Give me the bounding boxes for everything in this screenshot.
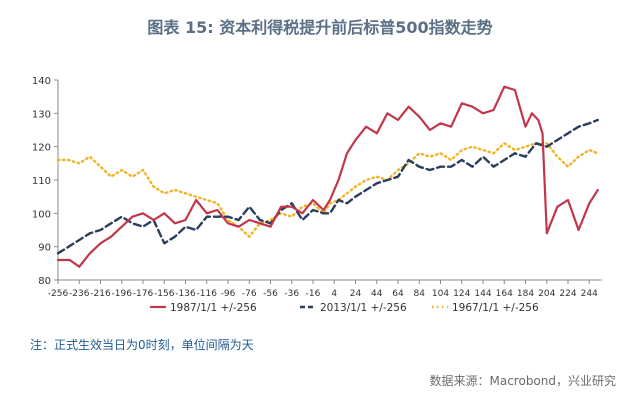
x-tick-label: -36 [284, 289, 299, 299]
x-tick-label: -256 [48, 289, 69, 299]
x-tick-label: 24 [350, 289, 362, 299]
x-tick-label: -216 [90, 289, 111, 299]
x-tick-label: 184 [517, 289, 534, 299]
chart-title: 图表 15: 资本利得税提升前后标普500指数走势 [147, 18, 493, 37]
x-tick-label: -16 [306, 289, 321, 299]
line-chart: 80 90 100 110 120 130 140 -256 -236 -216 -196 -176… [32, 76, 602, 314]
x-tick-label: -76 [242, 289, 257, 299]
x-axis: -256 -236 -216 -196 -176 -156 -136 -116 -96 -76 -5… [48, 279, 602, 299]
legend-label: 1967/1/1 +/-256 [452, 302, 539, 314]
x-tick-label: -136 [175, 289, 196, 299]
series-line-1987 [56, 85, 599, 268]
y-tick-label: 130 [32, 109, 51, 120]
x-tick-label: -176 [133, 289, 154, 299]
x-tick-label: 144 [474, 289, 491, 299]
y-tick-label: 100 [32, 209, 51, 220]
x-tick-label: 224 [559, 289, 576, 299]
y-axis: 80 90 100 110 120 130 140 [32, 76, 59, 287]
series-line-1967 [56, 142, 599, 238]
x-tick-label: 104 [432, 289, 449, 299]
x-tick-label: -96 [221, 289, 236, 299]
y-tick-label: 90 [38, 243, 51, 254]
x-tick-label: 124 [453, 289, 470, 299]
x-tick-label: -56 [263, 289, 278, 299]
y-tick-label: 110 [32, 176, 51, 187]
x-tick-label: 244 [581, 289, 598, 299]
y-tick-label: 140 [32, 76, 51, 87]
y-tick-label: 80 [38, 276, 51, 287]
x-tick-label: 164 [496, 289, 513, 299]
x-tick-label: -236 [69, 289, 90, 299]
chart-note: 注：正式生效当日为0时刻，单位间隔为天 [30, 338, 254, 352]
x-tick-label: 64 [392, 289, 404, 299]
legend-label: 2013/1/1 +/-256 [320, 302, 407, 314]
x-tick-label: -196 [112, 289, 133, 299]
legend: 1987/1/1 +/-256 2013/1/1 +/-256 1967/1/1 +… [150, 302, 539, 314]
x-tick-label: 84 [414, 289, 426, 299]
series-line-2013 [56, 118, 599, 255]
x-tick-label: 204 [538, 289, 555, 299]
x-tick-label: -156 [154, 289, 175, 299]
x-tick-label: -116 [197, 289, 218, 299]
x-tick-label: 44 [371, 289, 383, 299]
legend-label: 1987/1/1 +/-256 [170, 302, 257, 314]
y-tick-label: 120 [32, 143, 51, 154]
x-tick-label: 4 [331, 289, 337, 299]
data-source: 数据来源：Macrobond，兴业研究 [429, 374, 617, 388]
plot-series [56, 85, 599, 268]
